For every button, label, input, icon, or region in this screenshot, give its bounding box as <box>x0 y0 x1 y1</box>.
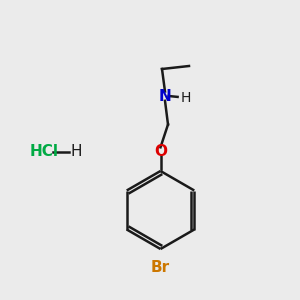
Text: H: H <box>70 144 82 159</box>
Text: H: H <box>181 91 191 104</box>
Text: O: O <box>154 144 167 159</box>
Text: Br: Br <box>151 260 170 275</box>
Text: HCl: HCl <box>30 144 59 159</box>
Text: N: N <box>159 88 171 104</box>
